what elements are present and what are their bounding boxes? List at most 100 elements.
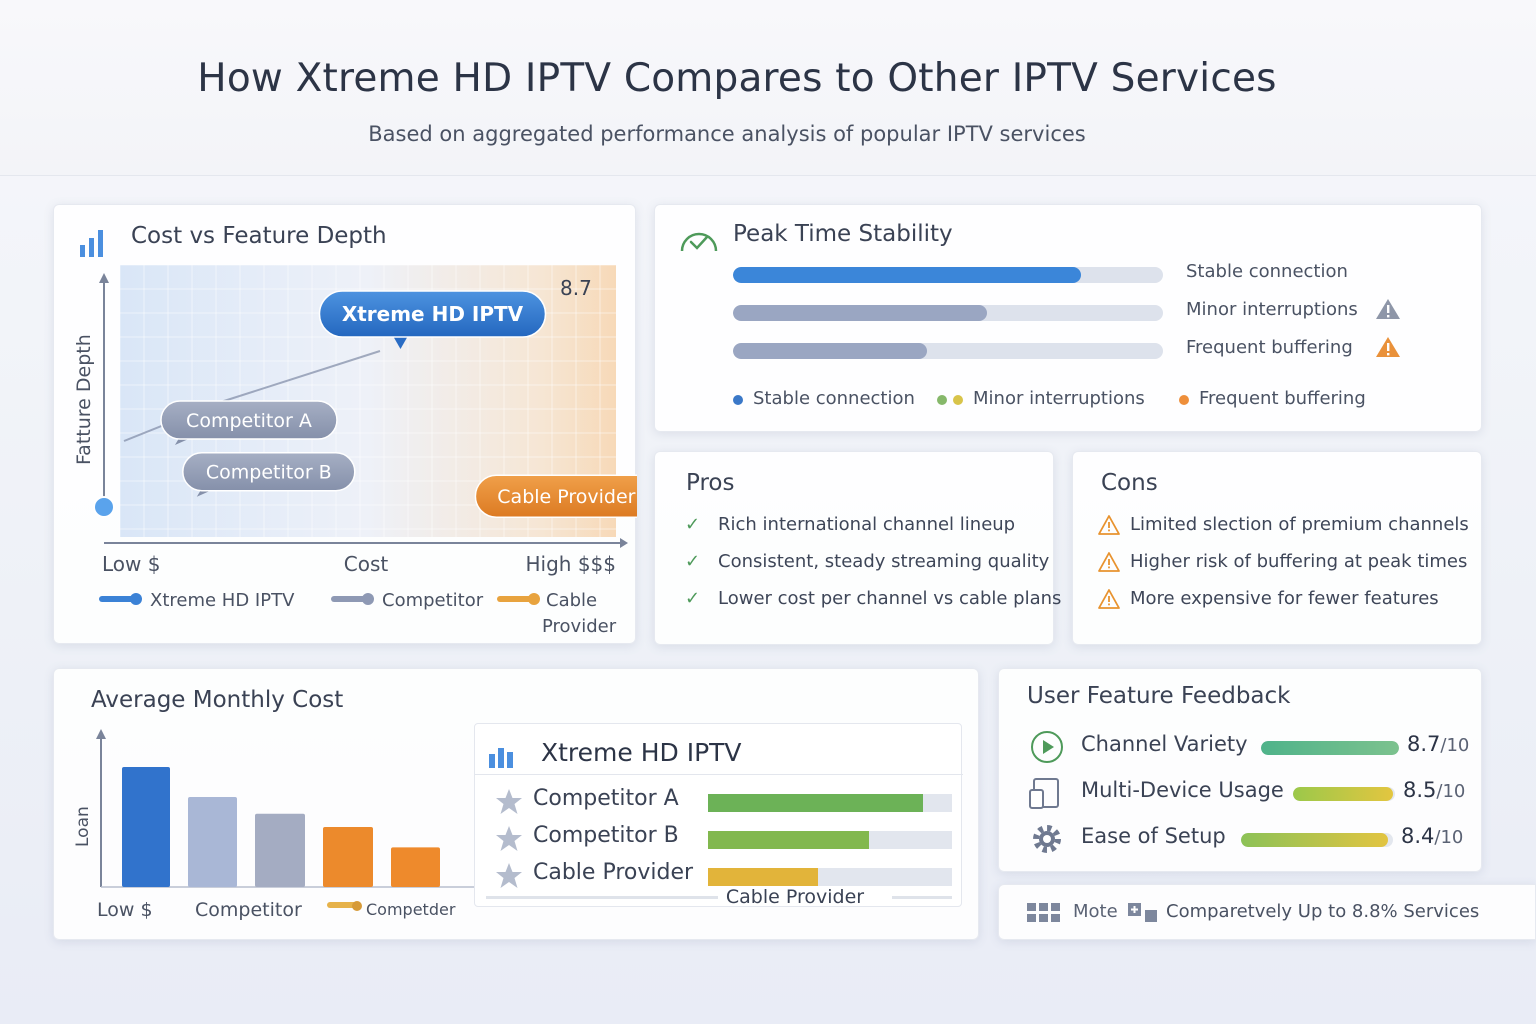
feedback-bar-fill [1241,833,1389,847]
peak-stability-card: Peak Time Stability Stable connection Min… [654,204,1482,432]
scatter-point-label: Cable Provider [497,486,635,508]
pros-item: Lower cost per channel vs cable plans [718,588,1062,609]
legend-swatch-dot [362,593,374,605]
pros-item: Rich international channel lineup [718,514,1016,535]
legend-text: Frequent buffering [1199,388,1366,409]
scatter-point: Competitor B [182,451,356,497]
legend-swatch-dot [130,593,142,605]
stability-label: Stable connection [1186,261,1348,282]
panel-footer-label: Cable Provider [725,886,865,908]
panel-bar-fill [708,868,818,886]
x-tick-label: High $$$ [526,552,617,576]
scatter-point-label: Xtreme HD IPTV [342,302,524,326]
panel-divider [475,774,963,775]
warning-icon [1098,515,1120,535]
monthly-cost-card: Average Monthly Cost Loan Low $ Competit… [53,668,979,940]
cost-y-label: Loan [73,806,93,847]
feedback-score-value: 8.5 [1403,778,1437,802]
stability-bar [733,267,1163,283]
peak-annotation: 8.7 [560,276,592,300]
panel-bar [708,831,952,849]
scatter-legend: Xtreme HD IPTV Competitor Cable Provider [99,590,617,637]
grid-icon [1027,903,1060,922]
feedback-score: 8.4/10 [1401,824,1463,848]
cons-item: More expensive for fewer features [1130,588,1439,609]
legend-label: Cable [546,590,597,611]
x-tick-label: Low $ [102,552,160,576]
stability-bar-fill [733,343,927,359]
axis-origin-dot [93,496,115,518]
star-icon [496,789,522,814]
y-axis-arrow [99,273,109,283]
legend-dot [733,395,743,405]
cost-xlabel-competitor: Competitor [195,899,302,921]
feedback-bar [1261,741,1399,755]
cost-vs-feature-card: Cost vs Feature Depth Fatture Depth Xtre… [53,204,637,644]
feedback-score: 8.7/10 [1407,732,1469,756]
scatter-chart: Cost vs Feature Depth Fatture Depth Xtre… [73,223,637,637]
legend-dot [953,395,963,405]
scatter-point-label: Competitor B [206,462,332,484]
stability-label: Minor interruptions [1186,299,1358,320]
check-icon: ✓ [685,551,701,572]
footer-text: Comparetvely Up to 8.8% Services [1166,901,1480,922]
stability-label: Frequent buffering [1186,337,1353,358]
cost-bar [391,847,440,887]
panel-row-label: Competitor A [533,786,679,811]
stability-bar-fill [733,305,987,321]
header-band [0,0,1536,176]
legend-swatch-dot [528,593,540,605]
warning-icon [1376,299,1400,319]
feedback-card: User Feature Feedback Channel Variety 8.7… [998,668,1482,872]
more-label[interactable]: Mote [1073,901,1118,922]
cons-title: Cons [1101,470,1158,496]
cost-y-arrow [96,729,106,739]
legend-label: Xtreme HD IPTV [150,590,295,611]
page-subtitle: Based on aggregated performance analysis… [368,122,1086,146]
feedback-title: User Feature Feedback [1027,683,1291,709]
feedback-score: 8.5/10 [1403,778,1465,802]
feedback-bar-fill [1293,787,1393,801]
y-axis-label: Fatture Depth [73,334,95,465]
feedback-score-denominator: /10 [1440,735,1470,756]
cons-item: Higher risk of buffering at peak times [1130,551,1468,572]
panel-row-label: Cable Provider [533,860,694,885]
star-icon [496,863,522,888]
feedback-label: Multi-Device Usage [1081,778,1284,802]
stability-bar [733,305,1163,321]
feedback-bar-fill [1261,741,1399,755]
legend-label: Competitor [382,590,484,611]
scatter-point-label: Competitor A [186,410,312,432]
play-circle-icon [1031,731,1063,763]
panel-row-label: Competitor B [533,823,679,848]
mini-bar-icon [489,748,513,768]
cons-card: Cons Limited slection of premium channel… [1072,451,1482,645]
cost-xlabel-low: Low $ [97,899,153,921]
footer-bar: Mote Comparetvely Up to 8.8% Services [998,884,1536,940]
cost-bars [122,767,440,887]
cost-bar [323,827,373,887]
monthly-cost-chart: Loan Low $ Competitor Competder [73,729,474,921]
stability-bar [733,343,1163,359]
panel-bar [708,868,952,886]
star-icon [496,826,522,851]
feedback-score-value: 8.7 [1407,732,1441,756]
check-icon: ✓ [685,514,701,535]
monthly-cost-title: Average Monthly Cost [91,687,344,713]
warning-icon [1098,552,1120,572]
legend-dot [937,395,947,405]
x-axis-arrow [620,538,628,548]
panel-footer: Cable Provider [475,886,963,908]
legend-text: Stable connection [753,388,915,409]
feedback-label: Channel Variety [1081,732,1248,756]
gear-icon [1033,825,1061,853]
cost-bar [188,797,237,887]
cost-legend-swatch [327,901,362,911]
warning-icon [1098,589,1120,609]
feedback-score-denominator: /10 [1434,827,1464,848]
comparison-panel: Xtreme HD IPTV Competitor A Competitor B C… [474,723,963,908]
panel-title: Xtreme HD IPTV [541,738,742,767]
pros-title: Pros [686,470,735,496]
check-gauge-icon [680,232,718,252]
scatter-point: Competitor A [160,400,338,446]
